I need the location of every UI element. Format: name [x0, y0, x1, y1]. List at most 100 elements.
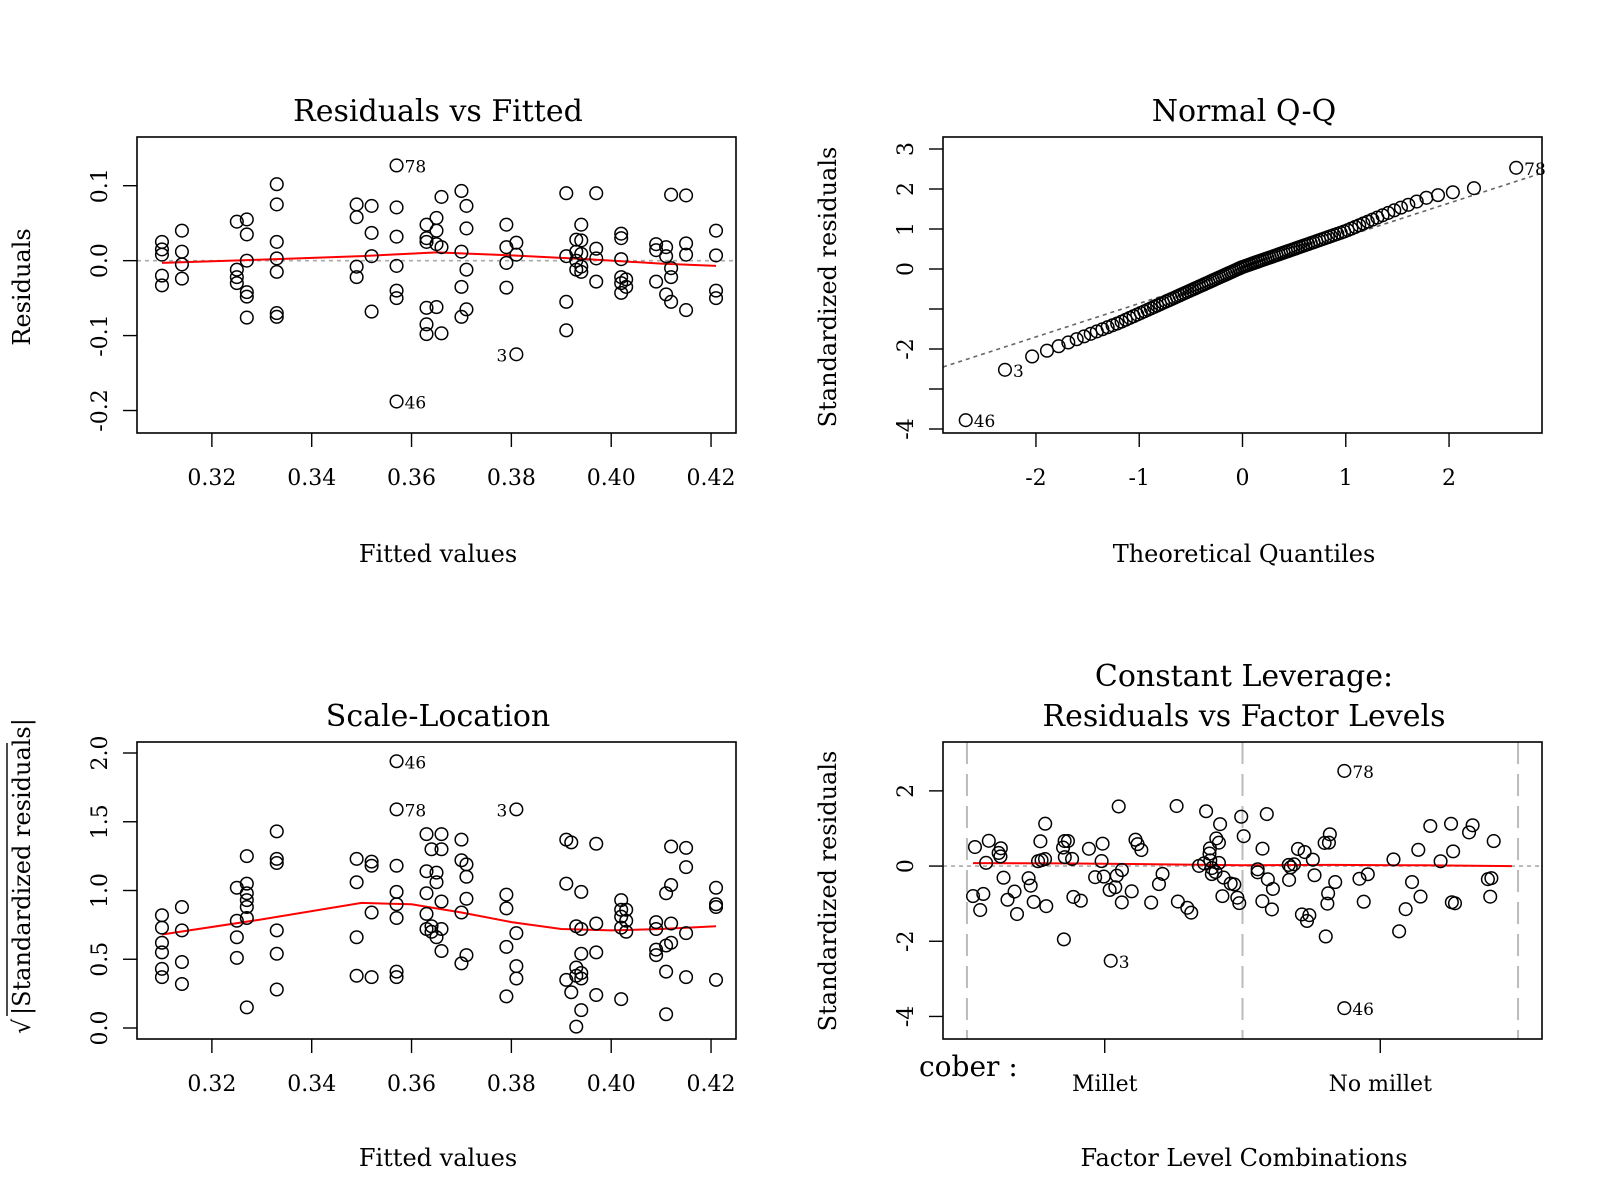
- data-point: [174, 271, 189, 286]
- data-point: [559, 186, 574, 201]
- data-point: [1352, 871, 1367, 886]
- scale-location-ylabel-radical: √: [8, 1018, 36, 1034]
- scale-location-panel: Scale-Location Fitted values √ |Standard…: [6, 699, 737, 1172]
- y-tick-label: -2: [894, 931, 919, 952]
- data-point: [1423, 818, 1438, 834]
- data-point: [419, 327, 434, 342]
- data-point: [174, 257, 189, 272]
- data-point: [419, 906, 434, 921]
- data-point: [559, 323, 574, 338]
- constant-leverage-axes: -4 -2 0 2 Millet No millet: [894, 784, 1432, 1097]
- data-point: [559, 972, 574, 987]
- scale-location-reference: [161, 901, 717, 936]
- data-point: [1057, 833, 1072, 849]
- scale-location-point-labels: 46 78 3: [405, 753, 508, 821]
- data-point: [1462, 825, 1477, 840]
- data-point: [454, 183, 469, 199]
- data-point: [1297, 844, 1312, 860]
- data-point: [993, 841, 1008, 856]
- data-point: [1170, 894, 1185, 909]
- data-point: [364, 905, 379, 920]
- data-point: [349, 968, 364, 983]
- data-point: [349, 851, 364, 866]
- data-point: [659, 964, 674, 979]
- data-point: [434, 326, 449, 341]
- data-point: [434, 921, 449, 937]
- data-point: [1386, 852, 1401, 867]
- data-point: [1088, 870, 1103, 885]
- data-point: [364, 225, 379, 240]
- data-point: [1057, 850, 1072, 865]
- constant-leverage-point-labels: 78 3 46: [1119, 763, 1374, 1020]
- residuals-vs-fitted-xlabel: Fitted values: [359, 540, 517, 568]
- data-point: [229, 214, 244, 229]
- normal-qq-ylabel: Standardized residuals: [814, 147, 842, 428]
- data-point: [1234, 809, 1249, 824]
- data-point: [1264, 902, 1279, 917]
- data-point: [419, 886, 434, 901]
- data-point: [1227, 877, 1242, 892]
- data-point: [1411, 842, 1426, 857]
- data-point: [364, 304, 379, 319]
- point-id-label: 46: [405, 394, 427, 414]
- data-point: [239, 1000, 254, 1015]
- data-point: [434, 894, 449, 909]
- data-point: [269, 197, 284, 212]
- data-point: [1236, 829, 1251, 844]
- data-point: [619, 279, 634, 294]
- y-tick-label: -4: [894, 1006, 919, 1027]
- data-point: [965, 889, 981, 904]
- data-point: [454, 244, 469, 259]
- y-tick-label: 2.0: [88, 736, 113, 771]
- data-point: [1083, 326, 1098, 341]
- data-point: [1209, 831, 1224, 846]
- data-point: [1430, 188, 1446, 203]
- data-point: [1401, 197, 1416, 212]
- data-point: [619, 272, 634, 287]
- y-tick-label: -0.1: [88, 314, 113, 356]
- data-point: [154, 970, 170, 985]
- data-point: [424, 842, 439, 857]
- x-tick-label: 0.32: [187, 1072, 236, 1097]
- residuals-vs-fitted-axes: -0.2 -0.1 0.0 0.1 0.32 0.34 0.36 0.38 0.40 0.42: [88, 168, 736, 491]
- data-point: [154, 247, 170, 262]
- constant-leverage-plot-frame: [942, 741, 1543, 1040]
- data-point: [389, 283, 404, 298]
- data-point: [239, 227, 254, 242]
- data-point: [349, 270, 364, 285]
- normal-qq-points: [958, 160, 1524, 428]
- data-point: [664, 877, 679, 893]
- data-point: [659, 240, 674, 255]
- data-point: [1446, 844, 1461, 859]
- data-point: [389, 229, 404, 244]
- x-tick-label: -1: [1129, 466, 1150, 491]
- data-point: [499, 887, 514, 902]
- data-point: [239, 876, 254, 891]
- data-point: [229, 930, 244, 945]
- data-point: [269, 923, 284, 938]
- data-point: [1026, 894, 1041, 909]
- data-point: [1484, 871, 1499, 886]
- data-point: [389, 897, 404, 912]
- scale-location-title: Scale-Location: [326, 699, 550, 734]
- data-point: [389, 970, 404, 985]
- data-point: [614, 992, 629, 1007]
- data-point: [269, 824, 284, 839]
- y-tick-label: 0.5: [88, 942, 113, 977]
- data-point: [229, 262, 244, 277]
- data-point: [973, 903, 988, 918]
- data-point: [614, 252, 629, 267]
- data-point: [509, 247, 524, 262]
- data-point: [659, 287, 674, 302]
- data-point: [664, 270, 679, 285]
- data-point: [429, 300, 444, 315]
- data-point: [589, 987, 604, 1003]
- data-point: [1305, 852, 1320, 867]
- data-point: [1033, 834, 1048, 849]
- data-point: [664, 261, 679, 276]
- data-point: [1255, 841, 1270, 856]
- data-point: [239, 289, 254, 304]
- point-id-label: 46: [1352, 1000, 1374, 1020]
- scale-location-axes: 0.0 0.5 1.0 1.5 2.0 0.32 0.34 0.36 0.38 0.40 0.42: [88, 736, 736, 1098]
- constant-leverage-xlabel: Factor Level Combinations: [1080, 1144, 1407, 1172]
